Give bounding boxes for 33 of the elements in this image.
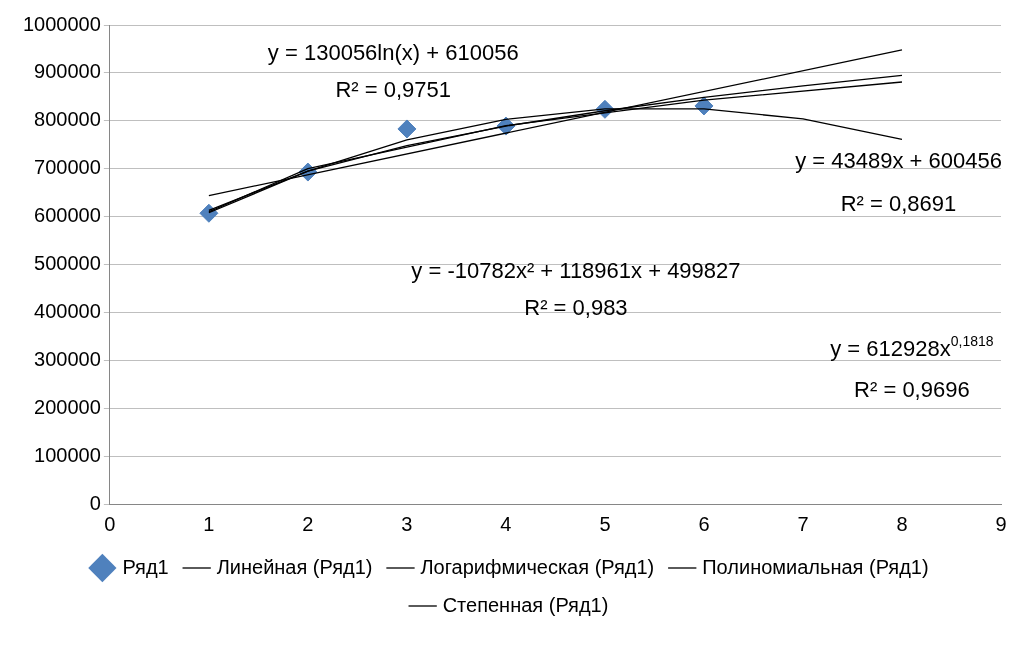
y-tick-label: 300000 — [34, 347, 101, 370]
y-tick-label: 400000 — [34, 299, 101, 322]
x-tick-label: 9 — [995, 512, 1007, 535]
x-tick-label: 8 — [896, 512, 908, 535]
y-tick-label: 200000 — [34, 395, 101, 418]
annotation: y = 43489x + 600456 — [795, 148, 1002, 174]
x-tick-label: 6 — [698, 512, 710, 535]
y-tick-label: 1000000 — [22, 12, 101, 35]
annotation: y = -10782x² + 118961x + 499827 — [411, 257, 741, 283]
y-tick-label: 100000 — [34, 443, 101, 466]
y-tick-label: 500000 — [34, 252, 101, 275]
legend-label: Степенная (Ряд1) — [442, 593, 609, 616]
y-tick-label: 0 — [89, 491, 101, 514]
y-tick-label: 800000 — [34, 108, 101, 131]
annotation: R² = 0,9696 — [854, 376, 970, 402]
annotation: R² = 0,983 — [524, 295, 628, 321]
x-tick-label: 3 — [401, 512, 413, 535]
legend-label: Ряд1 — [122, 555, 169, 578]
y-tick-label: 600000 — [34, 204, 101, 227]
x-tick-label: 4 — [500, 512, 512, 535]
x-tick-label: 2 — [302, 512, 314, 535]
x-tick-label: 7 — [797, 512, 809, 535]
x-tick-label: 5 — [599, 512, 611, 535]
legend-label: Логарифмическая (Ряд1) — [420, 555, 655, 578]
y-tick-label: 700000 — [34, 156, 101, 179]
y-tick-label: 900000 — [34, 60, 101, 83]
legend-label: Линейная (Ряд1) — [216, 555, 373, 578]
annotation: R² = 0,9751 — [335, 76, 452, 102]
annotation: R² = 0,8691 — [840, 191, 957, 217]
x-tick-label: 1 — [203, 512, 215, 535]
legend-label: Полиномиальная (Ряд1) — [702, 555, 929, 578]
x-tick-label: 0 — [104, 512, 116, 535]
annotation: y = 130056ln(x) + 610056 — [267, 39, 519, 65]
